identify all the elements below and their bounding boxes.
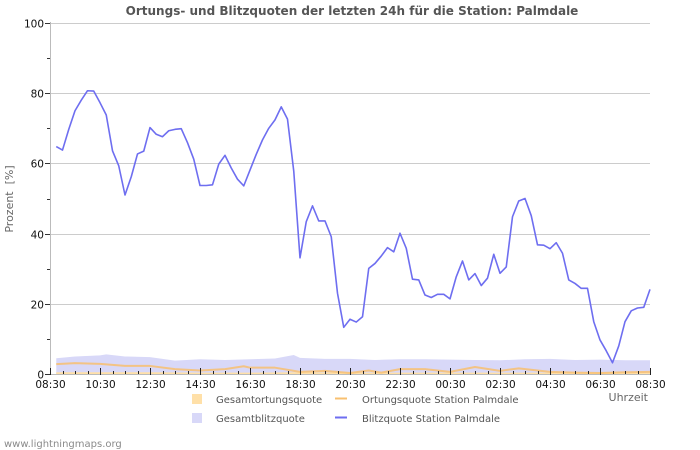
- legend-label: Gesamtblitzquote: [216, 414, 305, 425]
- x-tick-label: 02:30: [485, 379, 515, 391]
- y-tick-label: 100: [24, 19, 44, 31]
- y-tick-label: 60: [31, 159, 44, 171]
- chart-title: Ortungs- und Blitzquoten der letzten 24h…: [126, 4, 579, 18]
- x-tick-label: 10:30: [85, 379, 115, 391]
- legend: Gesamtortungsquote Ortungsquote Station …: [192, 394, 519, 425]
- y-tick-label: 0: [37, 370, 44, 382]
- area-series: [56, 354, 650, 374]
- legend-item-gesamtblitzquote: Gesamtblitzquote: [192, 413, 305, 425]
- axes: [45, 22, 651, 375]
- y-axis-title: Prozent [%]: [3, 165, 16, 232]
- y-tick-label: 20: [31, 300, 44, 312]
- x-axis-title: Uhrzeit: [609, 391, 649, 404]
- x-tick-label: 20:30: [335, 379, 365, 391]
- legend-item-blitzquote-station: Blitzquote Station Palmdale: [335, 414, 500, 425]
- legend-swatch-orange-icon: [192, 394, 202, 404]
- gridlines: [50, 23, 650, 305]
- watermark: www.lightningmaps.org: [4, 439, 122, 450]
- x-tick-label: 14:30: [185, 379, 215, 391]
- x-tick-label: 22:30: [385, 379, 415, 391]
- x-tick-label: 16:30: [235, 379, 265, 391]
- area-gesamtblitzquote: [56, 354, 650, 374]
- x-tick-label: 06:30: [585, 379, 615, 391]
- legend-label: Gesamtortungsquote: [216, 395, 322, 406]
- legend-swatch-lavender-icon: [192, 413, 202, 423]
- x-tick-label: 04:30: [535, 379, 565, 391]
- x-tick-labels: 08:30 10:30 12:30 14:30 16:30 18:30 20:30 22:30…: [35, 379, 665, 391]
- x-tick-label: 18:30: [285, 379, 315, 391]
- x-tick-label: 08:30: [635, 379, 665, 391]
- x-tick-label: 12:30: [135, 379, 165, 391]
- legend-item-gesamtortungsquote: Gesamtortungsquote: [192, 394, 322, 406]
- x-tick-label: 08:30: [35, 379, 65, 391]
- line-series: [55, 89, 651, 374]
- y-tick-label: 80: [31, 89, 44, 101]
- y-tick-label: 40: [31, 230, 44, 242]
- legend-label: Blitzquote Station Palmdale: [362, 414, 500, 425]
- y-tick-labels: 0 20 40 60 80 100: [24, 19, 44, 382]
- x-tick-label: 00:30: [435, 379, 465, 391]
- legend-label: Ortungsquote Station Palmdale: [362, 395, 519, 406]
- line-blitzquote-station-palmdale: [55, 89, 651, 364]
- legend-item-ortungsquote-station: Ortungsquote Station Palmdale: [335, 395, 519, 406]
